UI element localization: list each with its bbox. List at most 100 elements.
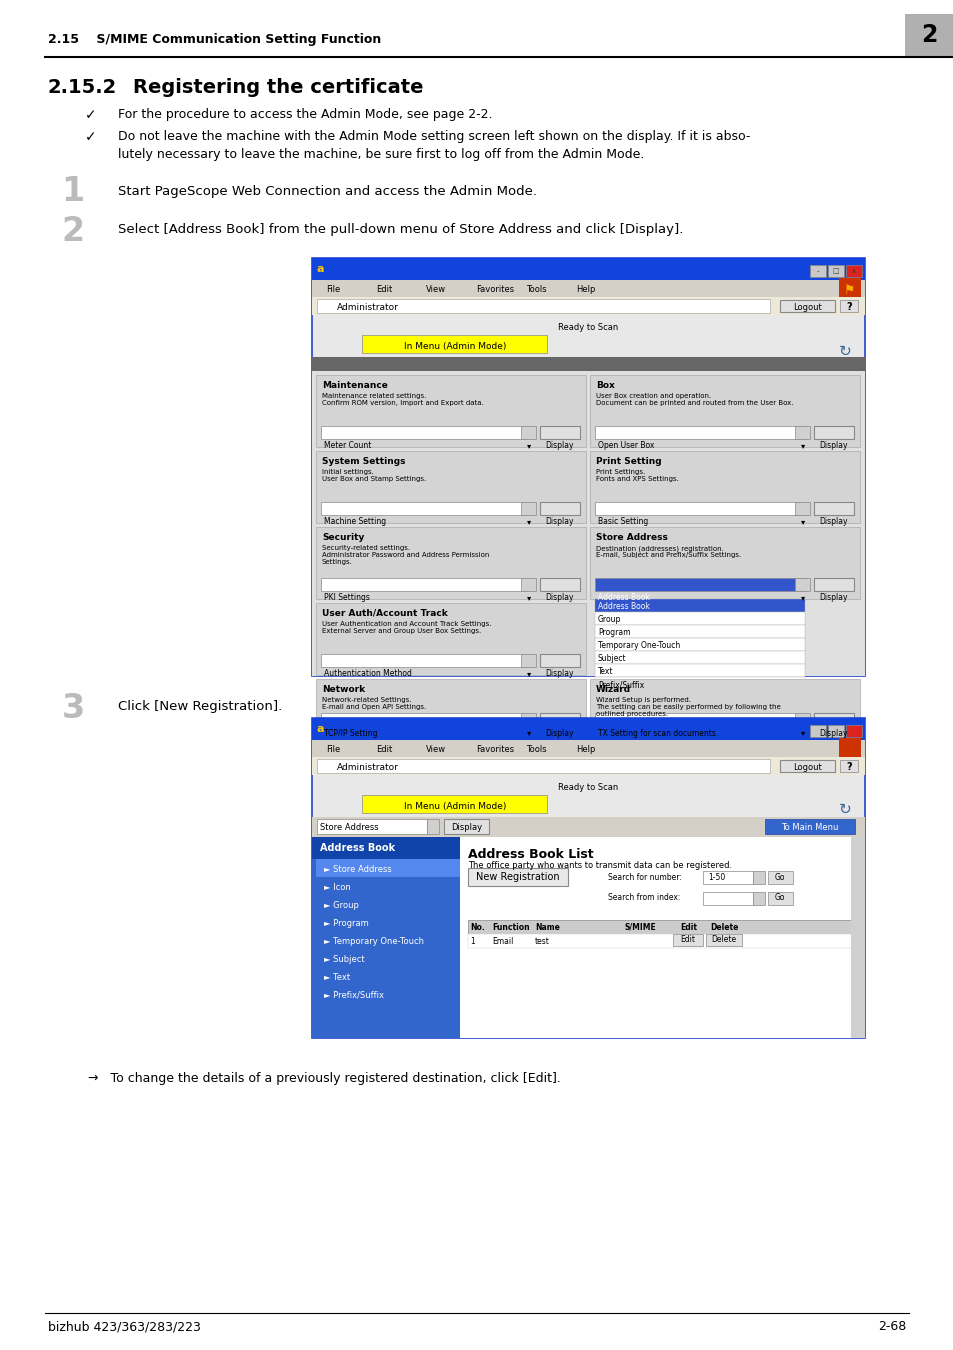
- Text: Display: Display: [545, 670, 574, 679]
- Text: ▾: ▾: [526, 441, 531, 451]
- Text: TX Setting for scan documents.: TX Setting for scan documents.: [598, 729, 718, 737]
- Bar: [312, 258, 864, 676]
- Text: Click [New Registration].: Click [New Registration].: [118, 701, 282, 713]
- Text: Go: Go: [774, 894, 784, 903]
- Text: Favorites: Favorites: [476, 285, 514, 293]
- Text: ▾: ▾: [526, 729, 531, 737]
- Bar: [312, 837, 459, 1038]
- Text: test: test: [535, 937, 549, 945]
- Text: S/MIME: S/MIME: [624, 922, 656, 931]
- Bar: [780, 760, 834, 772]
- Bar: [827, 725, 843, 737]
- Bar: [840, 300, 857, 312]
- Text: Print Setting: Print Setting: [596, 458, 661, 466]
- Bar: [595, 578, 804, 591]
- Bar: [320, 427, 531, 439]
- Text: Security: Security: [322, 533, 364, 541]
- Text: Name: Name: [535, 922, 559, 931]
- Bar: [589, 526, 859, 599]
- Text: 2-68: 2-68: [877, 1320, 905, 1332]
- Bar: [752, 892, 764, 904]
- Text: The office party who wants to transmit data can be registered.: The office party who wants to transmit d…: [468, 861, 731, 871]
- Text: Delete: Delete: [711, 936, 736, 945]
- Bar: [443, 819, 489, 834]
- Text: Display: Display: [819, 517, 847, 526]
- Bar: [702, 871, 752, 884]
- Bar: [539, 502, 579, 514]
- Bar: [595, 502, 804, 514]
- Bar: [539, 427, 579, 439]
- Bar: [838, 738, 861, 757]
- Text: Meter Count: Meter Count: [324, 441, 371, 451]
- Bar: [794, 502, 809, 514]
- Bar: [595, 639, 804, 651]
- Text: ↻: ↻: [838, 802, 850, 817]
- Text: 1: 1: [470, 937, 475, 945]
- Text: Initial settings.
User Box and Stamp Settings.: Initial settings. User Box and Stamp Set…: [322, 468, 426, 482]
- Bar: [320, 578, 531, 591]
- Bar: [315, 679, 585, 734]
- Text: Basic Setting: Basic Setting: [598, 517, 648, 526]
- Text: ▾: ▾: [800, 441, 804, 451]
- Bar: [813, 578, 853, 591]
- Bar: [595, 664, 804, 676]
- Text: Edit: Edit: [679, 936, 695, 945]
- Bar: [595, 599, 804, 612]
- Bar: [780, 300, 834, 312]
- Text: ► Temporary One-Touch: ► Temporary One-Touch: [324, 937, 423, 945]
- Text: Display: Display: [545, 517, 574, 526]
- Bar: [316, 819, 427, 834]
- Bar: [312, 718, 864, 740]
- Bar: [589, 679, 859, 734]
- Bar: [315, 603, 585, 675]
- Bar: [312, 371, 864, 676]
- Text: →   To change the details of a previously registered destination, click [Edit].: → To change the details of a previously …: [88, 1072, 560, 1085]
- Text: 2: 2: [920, 23, 936, 47]
- Text: Display: Display: [545, 441, 574, 451]
- Text: Machine Setting: Machine Setting: [324, 517, 386, 526]
- Bar: [813, 713, 853, 726]
- Text: ✓: ✓: [85, 108, 96, 122]
- Text: bizhub 423/363/283/223: bizhub 423/363/283/223: [48, 1320, 201, 1332]
- Text: ▾: ▾: [800, 517, 804, 526]
- Text: New Registration: New Registration: [476, 872, 559, 882]
- Text: Security-related settings.
Administrator Password and Address Permission
Setting: Security-related settings. Administrator…: [322, 545, 489, 566]
- Text: Maintenance: Maintenance: [322, 381, 388, 390]
- Bar: [904, 14, 953, 57]
- Bar: [589, 375, 859, 447]
- Text: Display: Display: [545, 594, 574, 602]
- Text: Search from index:: Search from index:: [607, 894, 679, 903]
- Text: Network: Network: [322, 684, 365, 694]
- Bar: [845, 725, 862, 737]
- Text: User Box creation and operation.
Document can be printed and routed from the Use: User Box creation and operation. Documen…: [596, 393, 793, 406]
- Text: In Menu (Admin Mode): In Menu (Admin Mode): [403, 342, 506, 351]
- Text: Display: Display: [451, 824, 482, 833]
- Bar: [312, 356, 864, 371]
- Text: ?: ?: [845, 761, 851, 772]
- Text: ► Text: ► Text: [324, 972, 350, 981]
- Text: ► Program: ► Program: [324, 918, 369, 927]
- Bar: [589, 451, 859, 522]
- Text: □: □: [832, 269, 839, 274]
- Text: lutely necessary to leave the machine, be sure first to log off from the Admin M: lutely necessary to leave the machine, b…: [118, 148, 643, 161]
- Text: Help: Help: [576, 285, 595, 293]
- Text: Edit: Edit: [375, 285, 392, 293]
- Text: 3: 3: [61, 693, 85, 725]
- Text: Display: Display: [819, 441, 847, 451]
- Bar: [312, 837, 864, 1038]
- Bar: [764, 819, 854, 834]
- Text: Program: Program: [598, 628, 630, 637]
- Text: Subject: Subject: [598, 653, 626, 663]
- Text: For the procedure to access the Admin Mode, see page 2-2.: For the procedure to access the Admin Mo…: [118, 108, 492, 122]
- Text: ▾: ▾: [800, 729, 804, 737]
- Text: ✓: ✓: [85, 130, 96, 144]
- Text: Prefix/Suffix: Prefix/Suffix: [598, 680, 643, 688]
- Bar: [595, 713, 804, 726]
- Bar: [752, 871, 764, 884]
- Bar: [468, 934, 856, 948]
- Text: View: View: [426, 745, 446, 755]
- Bar: [539, 578, 579, 591]
- Bar: [794, 427, 809, 439]
- Bar: [809, 265, 825, 277]
- Bar: [672, 934, 702, 946]
